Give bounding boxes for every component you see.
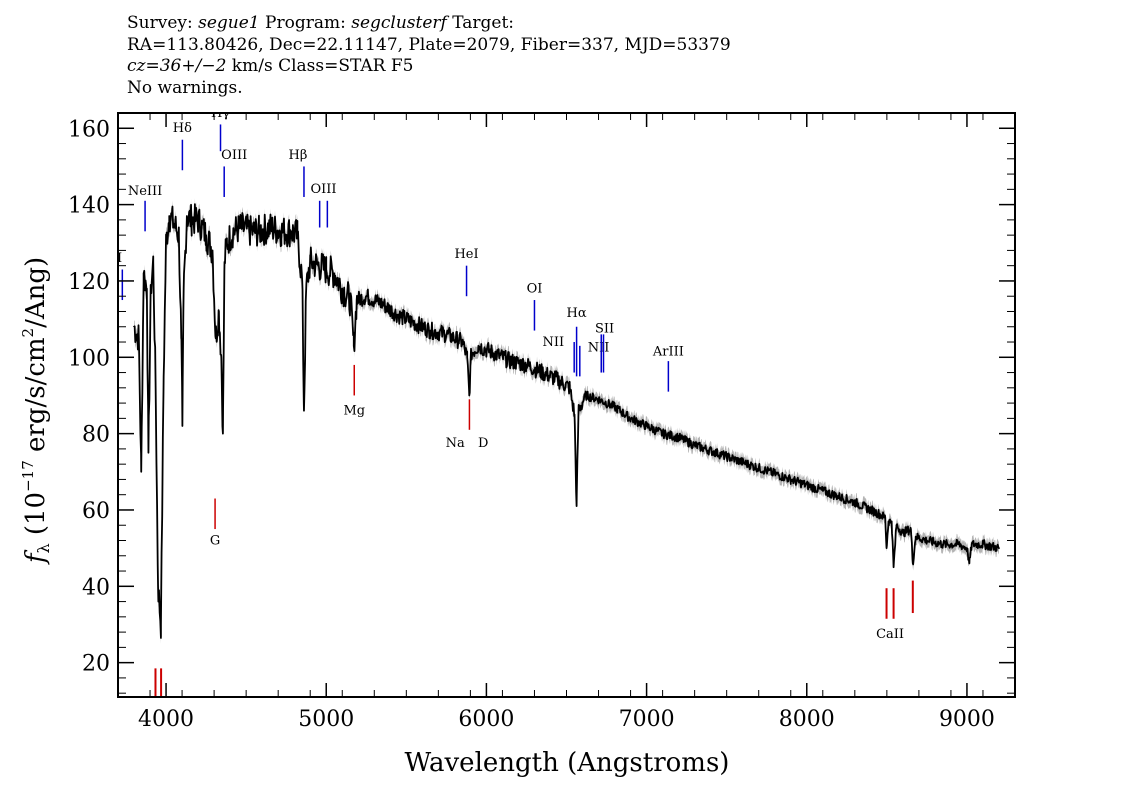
line-label-nii-6548: NII: [543, 335, 565, 350]
y-tick-label: 60: [82, 499, 110, 524]
y-axis-title: fλ (10−17 erg/s/cm2/Ang): [19, 257, 53, 565]
y-tick-label: 160: [68, 117, 110, 142]
line-label-hdelta: Hδ: [173, 121, 192, 136]
program-label: Program:: [259, 13, 352, 33]
line-label-mg: Mg: [343, 404, 365, 419]
header-line-survey: Survey: segue1 Program: segclusterf Targ…: [127, 13, 731, 35]
line-label-hei: HeI: [454, 247, 478, 262]
program-value: segclusterf: [351, 13, 447, 33]
spectrum-header: Survey: segue1 Program: segclusterf Targ…: [127, 13, 731, 99]
x-tick-label: 6000: [458, 707, 514, 732]
line-label-nad: Na: [446, 436, 465, 451]
target-label: Target:: [446, 13, 515, 33]
line-label-oiii: OIII: [310, 182, 336, 197]
x-tick-label: 7000: [619, 707, 675, 732]
x-tick-label: 4000: [138, 707, 194, 732]
y-axis-exponent: −17: [19, 460, 37, 492]
y-axis-open: (10: [21, 492, 51, 544]
line-label-hgamma: Hγ: [211, 106, 230, 121]
line-label-ariii: ArIII: [652, 344, 684, 359]
header-line-redshift: cz=36+/−2 km/s Class=STAR F5: [127, 56, 731, 78]
line-label-nad-2: D: [478, 436, 488, 451]
header-line-warnings: No warnings.: [127, 77, 243, 98]
line-label-neiii: NeIII: [128, 184, 162, 199]
survey-label: Survey:: [127, 13, 199, 33]
y-axis-lambda: λ: [34, 543, 53, 553]
x-axis-title: Wavelength (Angstroms): [405, 748, 730, 778]
line-label-oii: OII: [101, 251, 122, 266]
y-tick-label: 140: [68, 194, 110, 219]
axis-ticks: 4000 5000 6000 7000 8000 9000 20 40 60 80 100 120 14…: [68, 113, 1016, 732]
y-axis-exponent-2: 2: [19, 328, 37, 338]
plot-frame: [117, 112, 1016, 698]
survey-value: segue1: [198, 13, 260, 33]
flux-error-band: [134, 198, 999, 645]
line-label-hbeta: Hβ: [289, 148, 308, 163]
x-tick-label: 8000: [779, 707, 835, 732]
line-label-g: G: [210, 533, 220, 548]
y-tick-label: 100: [68, 346, 110, 371]
y-tick-label: 40: [82, 575, 110, 600]
spectrum-series: [133, 198, 1000, 645]
redshift-value: cz=36+/−2: [127, 56, 227, 76]
x-tick-label: 9000: [939, 707, 995, 732]
y-axis-close: /Ang): [21, 257, 51, 328]
flux-line: [133, 203, 1000, 639]
y-tick-label: 20: [82, 652, 110, 677]
line-label-halpha: Hα: [567, 306, 587, 321]
line-label-oiii-4363: OIII: [221, 148, 247, 163]
line-label-caii: CaII: [876, 627, 904, 642]
x-tick-label: 5000: [298, 707, 354, 732]
y-tick-label: 120: [68, 270, 110, 295]
y-axis-units: erg/s/cm: [21, 337, 51, 460]
line-label-nii-6583: NII: [588, 341, 610, 356]
line-label-sii: SII: [595, 321, 614, 336]
class-text: km/s Class=STAR F5: [226, 56, 414, 76]
header-line-coords: RA=113.80426, Dec=22.11147, Plate=2079, …: [127, 34, 731, 55]
line-label-oi: OI: [527, 281, 543, 296]
y-tick-label: 80: [82, 423, 110, 448]
